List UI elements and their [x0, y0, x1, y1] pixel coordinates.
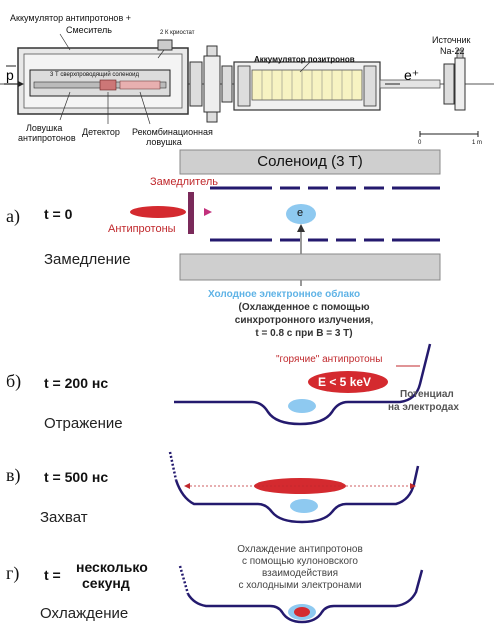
phase-b: Отражение [44, 415, 123, 432]
scale-one: 1 m [472, 140, 483, 146]
hot-label: "горячие" антипротоны [276, 354, 383, 365]
cloud-line-1: (Охлажденное с помощью [238, 302, 370, 313]
closing-barrier-c [168, 451, 178, 481]
potential-well-d [186, 569, 424, 624]
step-b: б) [6, 371, 22, 391]
trap-label-2: антипротонов [18, 133, 76, 143]
solenoid-label: Соленоид (3 Т) [257, 153, 363, 170]
solenoid-bar-top [179, 149, 441, 175]
cryostat-label: 2 К криостат [160, 30, 195, 36]
antiproton-bunch-a [130, 206, 186, 218]
time-d-prefix: t = [44, 567, 61, 583]
eplus-label: e⁺ [404, 67, 420, 83]
time-d-line-2: секунд [82, 575, 130, 591]
flange-left [189, 61, 203, 107]
source-flange [443, 63, 455, 105]
cross-port-top [206, 45, 218, 57]
trap-label-1: Ловушка [26, 123, 63, 133]
solenoid-inner-label: 3 Т сверхпроводящий соленоид [50, 72, 139, 78]
closing-barrier-d [178, 565, 190, 595]
step-a: а) [6, 206, 20, 226]
time-a: t = 0 [44, 206, 73, 222]
apparatus-drawing [0, 33, 494, 137]
detector-element [99, 79, 117, 91]
decelerator-plate [188, 192, 194, 234]
recomb-label-1: Рекомбинационная [132, 127, 213, 137]
phase-c: Захват [40, 509, 88, 526]
hot-antiprotons-b [308, 371, 388, 393]
positron-flange-left [237, 65, 251, 107]
accumulator-title-1: Аккумулятор антипротонов + [10, 13, 131, 23]
potential-label-1: Потенциал [400, 389, 454, 400]
cryostat-port [157, 39, 173, 51]
electron-cloud-c [290, 499, 318, 513]
beam-pipe-right [379, 79, 441, 89]
accumulator-title-2: Смеситель [66, 25, 112, 35]
electron-cloud-b [288, 399, 316, 413]
cool-line-1: Охлаждение антипротонов [237, 544, 363, 555]
potential-label-2: на электродах [388, 402, 459, 413]
cloud-title: Холодное электронное облако [208, 289, 361, 300]
source-label-2: Na-22 [440, 46, 465, 56]
energy-label: E < 5 keV [318, 375, 372, 389]
potential-well-b [174, 343, 432, 426]
vacuum-cross [203, 55, 221, 113]
na22-source [454, 57, 466, 111]
time-c: t = 500 нс [44, 469, 109, 485]
pbar-label: p [6, 67, 14, 83]
phase-d: Охлаждение [40, 605, 129, 622]
detector-label: Детектор [82, 127, 120, 137]
solenoid-bar-bottom [179, 253, 441, 281]
source-top [456, 49, 464, 59]
time-d-line-1: несколько [76, 559, 148, 575]
cooled-antiprotons-d [294, 607, 310, 617]
flange-right [221, 65, 233, 103]
cool-line-3: взаимодействия [261, 568, 339, 579]
scale-zero: 0 [418, 140, 422, 146]
phase-a: Замедление [44, 251, 131, 268]
antiprotons-label: Антипротоны [108, 223, 176, 235]
cloud-line-2: синхротронного излучения, [234, 315, 374, 326]
electron-symbol: e [297, 207, 304, 219]
potential-well-c [174, 465, 420, 524]
step-d: г) [6, 563, 20, 583]
positron-accumulator-coil [251, 69, 363, 101]
source-label-1: Источник [432, 35, 471, 45]
positron-accumulator-label: Аккумулятор позитронов [254, 55, 355, 64]
cross-port-bottom [206, 111, 218, 123]
antiproton-arrow [204, 208, 212, 216]
decelerator-label: Замедлитель [150, 176, 218, 188]
positron-flange-right [363, 65, 377, 107]
electron-cloud-a [286, 204, 316, 224]
recombination-trap-element [119, 80, 161, 90]
step-c: в) [6, 465, 21, 485]
cloud-line-3: t = 0.8 с при B = 3 Т) [255, 328, 353, 339]
time-b: t = 200 нс [44, 375, 109, 391]
cool-line-4: с холодными электронами [238, 580, 362, 591]
recomb-label-2: ловушка [146, 137, 182, 147]
cool-line-2: с помощью кулоновского [241, 556, 358, 567]
